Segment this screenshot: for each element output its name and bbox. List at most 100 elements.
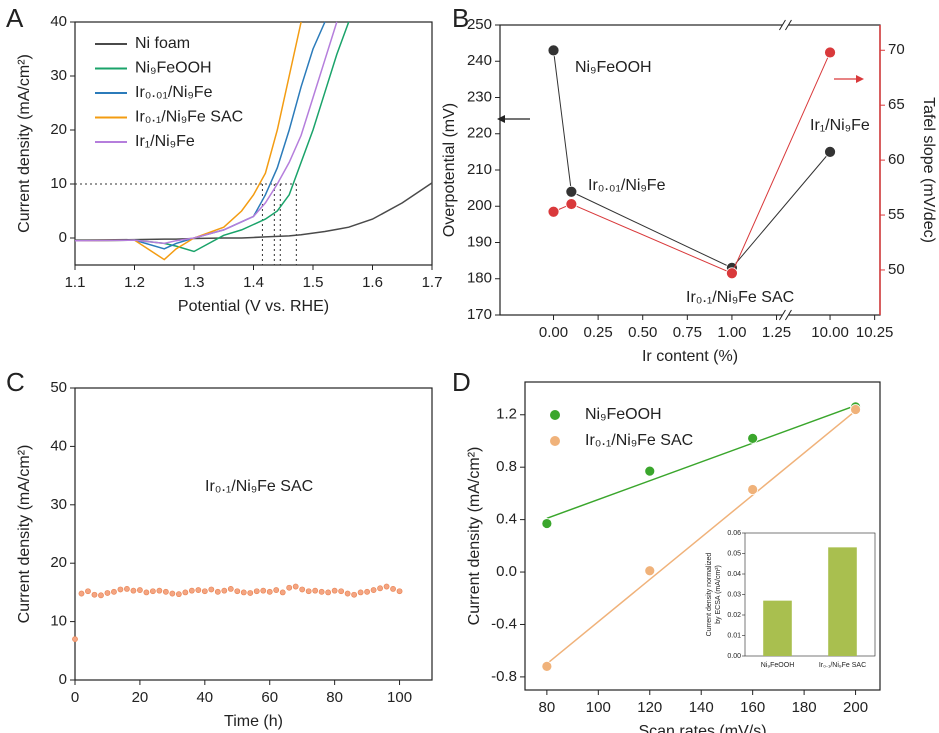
- y2-tick-label: 55: [888, 206, 905, 223]
- annotation: Ir₁/Ni₉Fe: [810, 117, 870, 134]
- data-point: [747, 432, 759, 444]
- data-point: [344, 590, 351, 597]
- plot-frame: [524, 381, 881, 691]
- annotation: Ir₀.₁/Ni₉Fe SAC: [205, 478, 313, 495]
- data-point: [227, 585, 234, 592]
- legend-label: Ni foam: [135, 35, 190, 52]
- x-tick-label: 20: [132, 689, 149, 706]
- data-point: [260, 587, 267, 594]
- series-line: [74, 182, 433, 241]
- data-point: [292, 583, 299, 590]
- series-line: [553, 52, 831, 274]
- x-tick-label: 1.2: [124, 274, 145, 291]
- data-point: [182, 589, 189, 596]
- data-point: [318, 588, 325, 595]
- y-axis-label: Current density normalized: [706, 553, 713, 637]
- data-point: [214, 588, 221, 595]
- data-point: [299, 586, 306, 593]
- plot-frame: [74, 21, 433, 266]
- data-point: [137, 587, 143, 593]
- y-tick-label: 0.8: [496, 458, 517, 475]
- axis-break: [785, 19, 792, 31]
- data-point: [169, 590, 176, 597]
- x-tick-label: 1.7: [422, 274, 443, 291]
- y-tick-label: 50: [50, 379, 67, 396]
- y-tick-label: 210: [467, 161, 492, 178]
- y-tick-label: 30: [50, 496, 67, 513]
- x-tick-label: 0: [71, 689, 79, 706]
- x-tick-label: 120: [637, 699, 662, 716]
- y-tick-label: 190: [467, 233, 492, 250]
- legend-label: Ir₀.₁/Ni₉Fe SAC: [585, 432, 693, 449]
- y2-tick-label: 50: [888, 261, 905, 278]
- data-point: [390, 585, 396, 592]
- data-point: [383, 583, 390, 590]
- x-axis-label: Time (h): [224, 713, 283, 730]
- data-point: [208, 586, 215, 593]
- data-point: [253, 588, 260, 595]
- x-tick-label: 180: [792, 699, 817, 716]
- x-tick-label: 140: [689, 699, 714, 716]
- y-axis-label: by ECSA (mA/cm²): [715, 565, 722, 624]
- y-axis-label: Current density (mA/cm²): [466, 447, 483, 626]
- data-point: [72, 636, 78, 643]
- series-line: [553, 50, 831, 269]
- data-point: [726, 267, 738, 280]
- x-tick-label: 1.25: [762, 324, 791, 341]
- x-tick-label: 100: [387, 689, 412, 706]
- y-axis-label: Current density (mA/cm²): [16, 445, 33, 624]
- bar: [828, 547, 857, 656]
- y-tick-label: 230: [467, 88, 492, 105]
- legend-label: Ni₉FeOOH: [585, 406, 662, 423]
- y2-tick-label: 60: [888, 151, 905, 168]
- annotation: Ni₉FeOOH: [575, 59, 652, 76]
- panel-letter: B: [452, 3, 469, 33]
- data-point: [124, 585, 130, 592]
- y-tick-label: -0.8: [491, 668, 517, 685]
- data-point: [247, 590, 254, 596]
- y-axis-label: Overpotential (mV): [441, 103, 458, 237]
- y-tick-label: 0.02: [727, 612, 741, 619]
- x-tick-label: 1.4: [243, 274, 264, 291]
- y2-tick-label: 70: [888, 41, 905, 58]
- x-tick-label: 200: [843, 699, 868, 716]
- data-point: [541, 661, 553, 672]
- x-tick-label: 1.5: [303, 274, 324, 291]
- data-point: [396, 588, 403, 595]
- series-line: [74, 21, 326, 250]
- data-point: [149, 588, 156, 595]
- data-point: [188, 587, 195, 594]
- data-point: [91, 591, 98, 598]
- fit-line: [546, 404, 856, 520]
- data-point: [824, 145, 836, 158]
- data-point: [201, 588, 208, 595]
- data-point: [286, 584, 293, 591]
- data-point: [162, 588, 169, 595]
- data-point: [644, 565, 656, 577]
- x-tick-label: 80: [539, 699, 556, 716]
- y-tick-label: 240: [467, 52, 492, 69]
- data-point: [273, 587, 280, 593]
- x-tick-label: 0.50: [628, 324, 657, 341]
- data-point: [331, 587, 338, 594]
- legend-swatch: [550, 436, 560, 446]
- data-point: [370, 587, 377, 593]
- x-tick-label: 160: [740, 699, 765, 716]
- data-point: [351, 591, 358, 598]
- x-tick-label: 1.6: [362, 274, 383, 291]
- y-tick-label: 220: [467, 125, 492, 142]
- series-line: [74, 21, 338, 245]
- x-tick-label: 1.1: [65, 274, 86, 291]
- y-tick-label: 1.2: [496, 406, 517, 423]
- data-point: [98, 592, 104, 599]
- legend-label: Ir₀.₀₁/Ni₉Fe: [135, 84, 213, 101]
- y-tick-label: 0.0: [496, 563, 517, 580]
- x-tick-label: 1.3: [184, 274, 205, 291]
- data-point: [364, 588, 370, 595]
- data-point: [175, 591, 182, 598]
- series-line: [74, 21, 350, 253]
- panel-letter: D: [452, 367, 471, 397]
- data-point: [266, 588, 273, 595]
- y-tick-label: 0.06: [727, 530, 741, 537]
- y-tick-label: -0.4: [491, 615, 517, 632]
